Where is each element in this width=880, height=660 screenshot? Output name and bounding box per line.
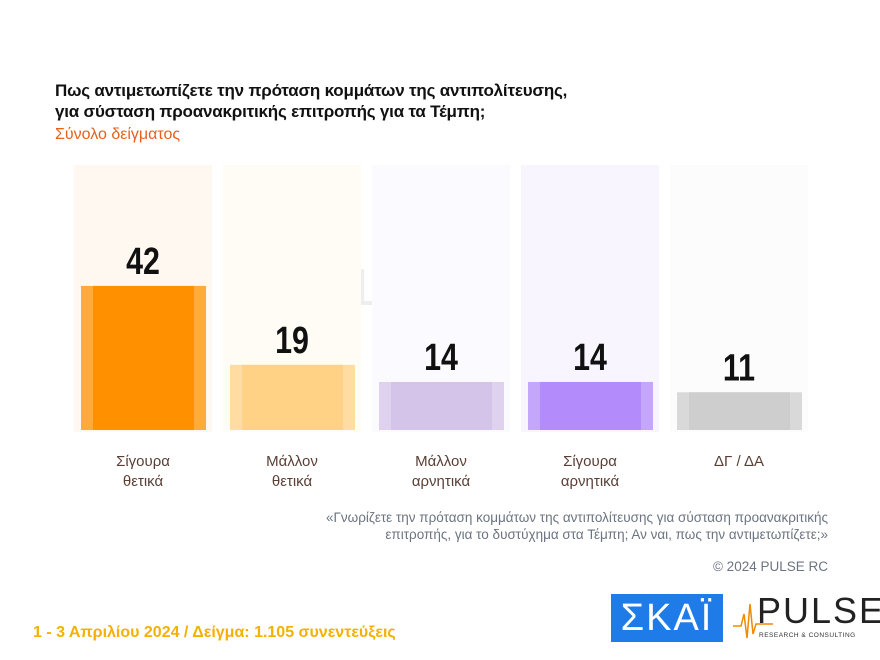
data-label-1: 19	[275, 320, 309, 362]
chart-title: Πως αντιμετωπίζετε την πρόταση κομμάτων …	[55, 81, 568, 121]
category-label-1: θετικά	[272, 473, 313, 490]
bar-core-4	[689, 392, 790, 430]
bar-core-3	[540, 381, 641, 430]
bar-core-0	[93, 285, 194, 430]
category-label-3: Σίγουρα	[563, 453, 617, 470]
category-label-4: ΔΓ / ΔΑ	[714, 453, 764, 470]
question-note: «Γνωρίζετε την πρόταση κομμάτων της αντι…	[325, 510, 828, 542]
category-label-2: Μάλλον	[415, 453, 467, 470]
category-label-2: αρνητικά	[412, 473, 471, 490]
category-label-0: Σίγουρα	[116, 453, 170, 470]
bar-panel	[670, 165, 808, 432]
bar-core-2	[391, 381, 492, 430]
category-label-3: αρνητικά	[561, 473, 620, 490]
skai-logo: ΣΚΑΪ	[611, 594, 723, 642]
bar-chart: PULSE42Σίγουραθετικά19Μάλλονθετικά14Μάλλ…	[74, 165, 808, 490]
chart-subtitle: Σύνολο δείγματος	[55, 126, 181, 143]
data-label-2: 14	[424, 337, 458, 379]
bar-core-1	[242, 364, 343, 430]
survey-footer: 1 - 3 Απριλίου 2024 / Δείγμα: 1.105 συνε…	[33, 624, 396, 641]
category-label-1: Μάλλον	[266, 453, 318, 470]
pulse-logo: PULSE RESEARCH & CONSULTING	[733, 590, 880, 644]
data-label-3: 14	[573, 337, 607, 379]
category-label-0: θετικά	[123, 473, 164, 490]
data-label-0: 42	[126, 241, 160, 283]
copyright: © 2024 PULSE RC	[712, 559, 828, 574]
data-label-4: 11	[723, 347, 755, 389]
